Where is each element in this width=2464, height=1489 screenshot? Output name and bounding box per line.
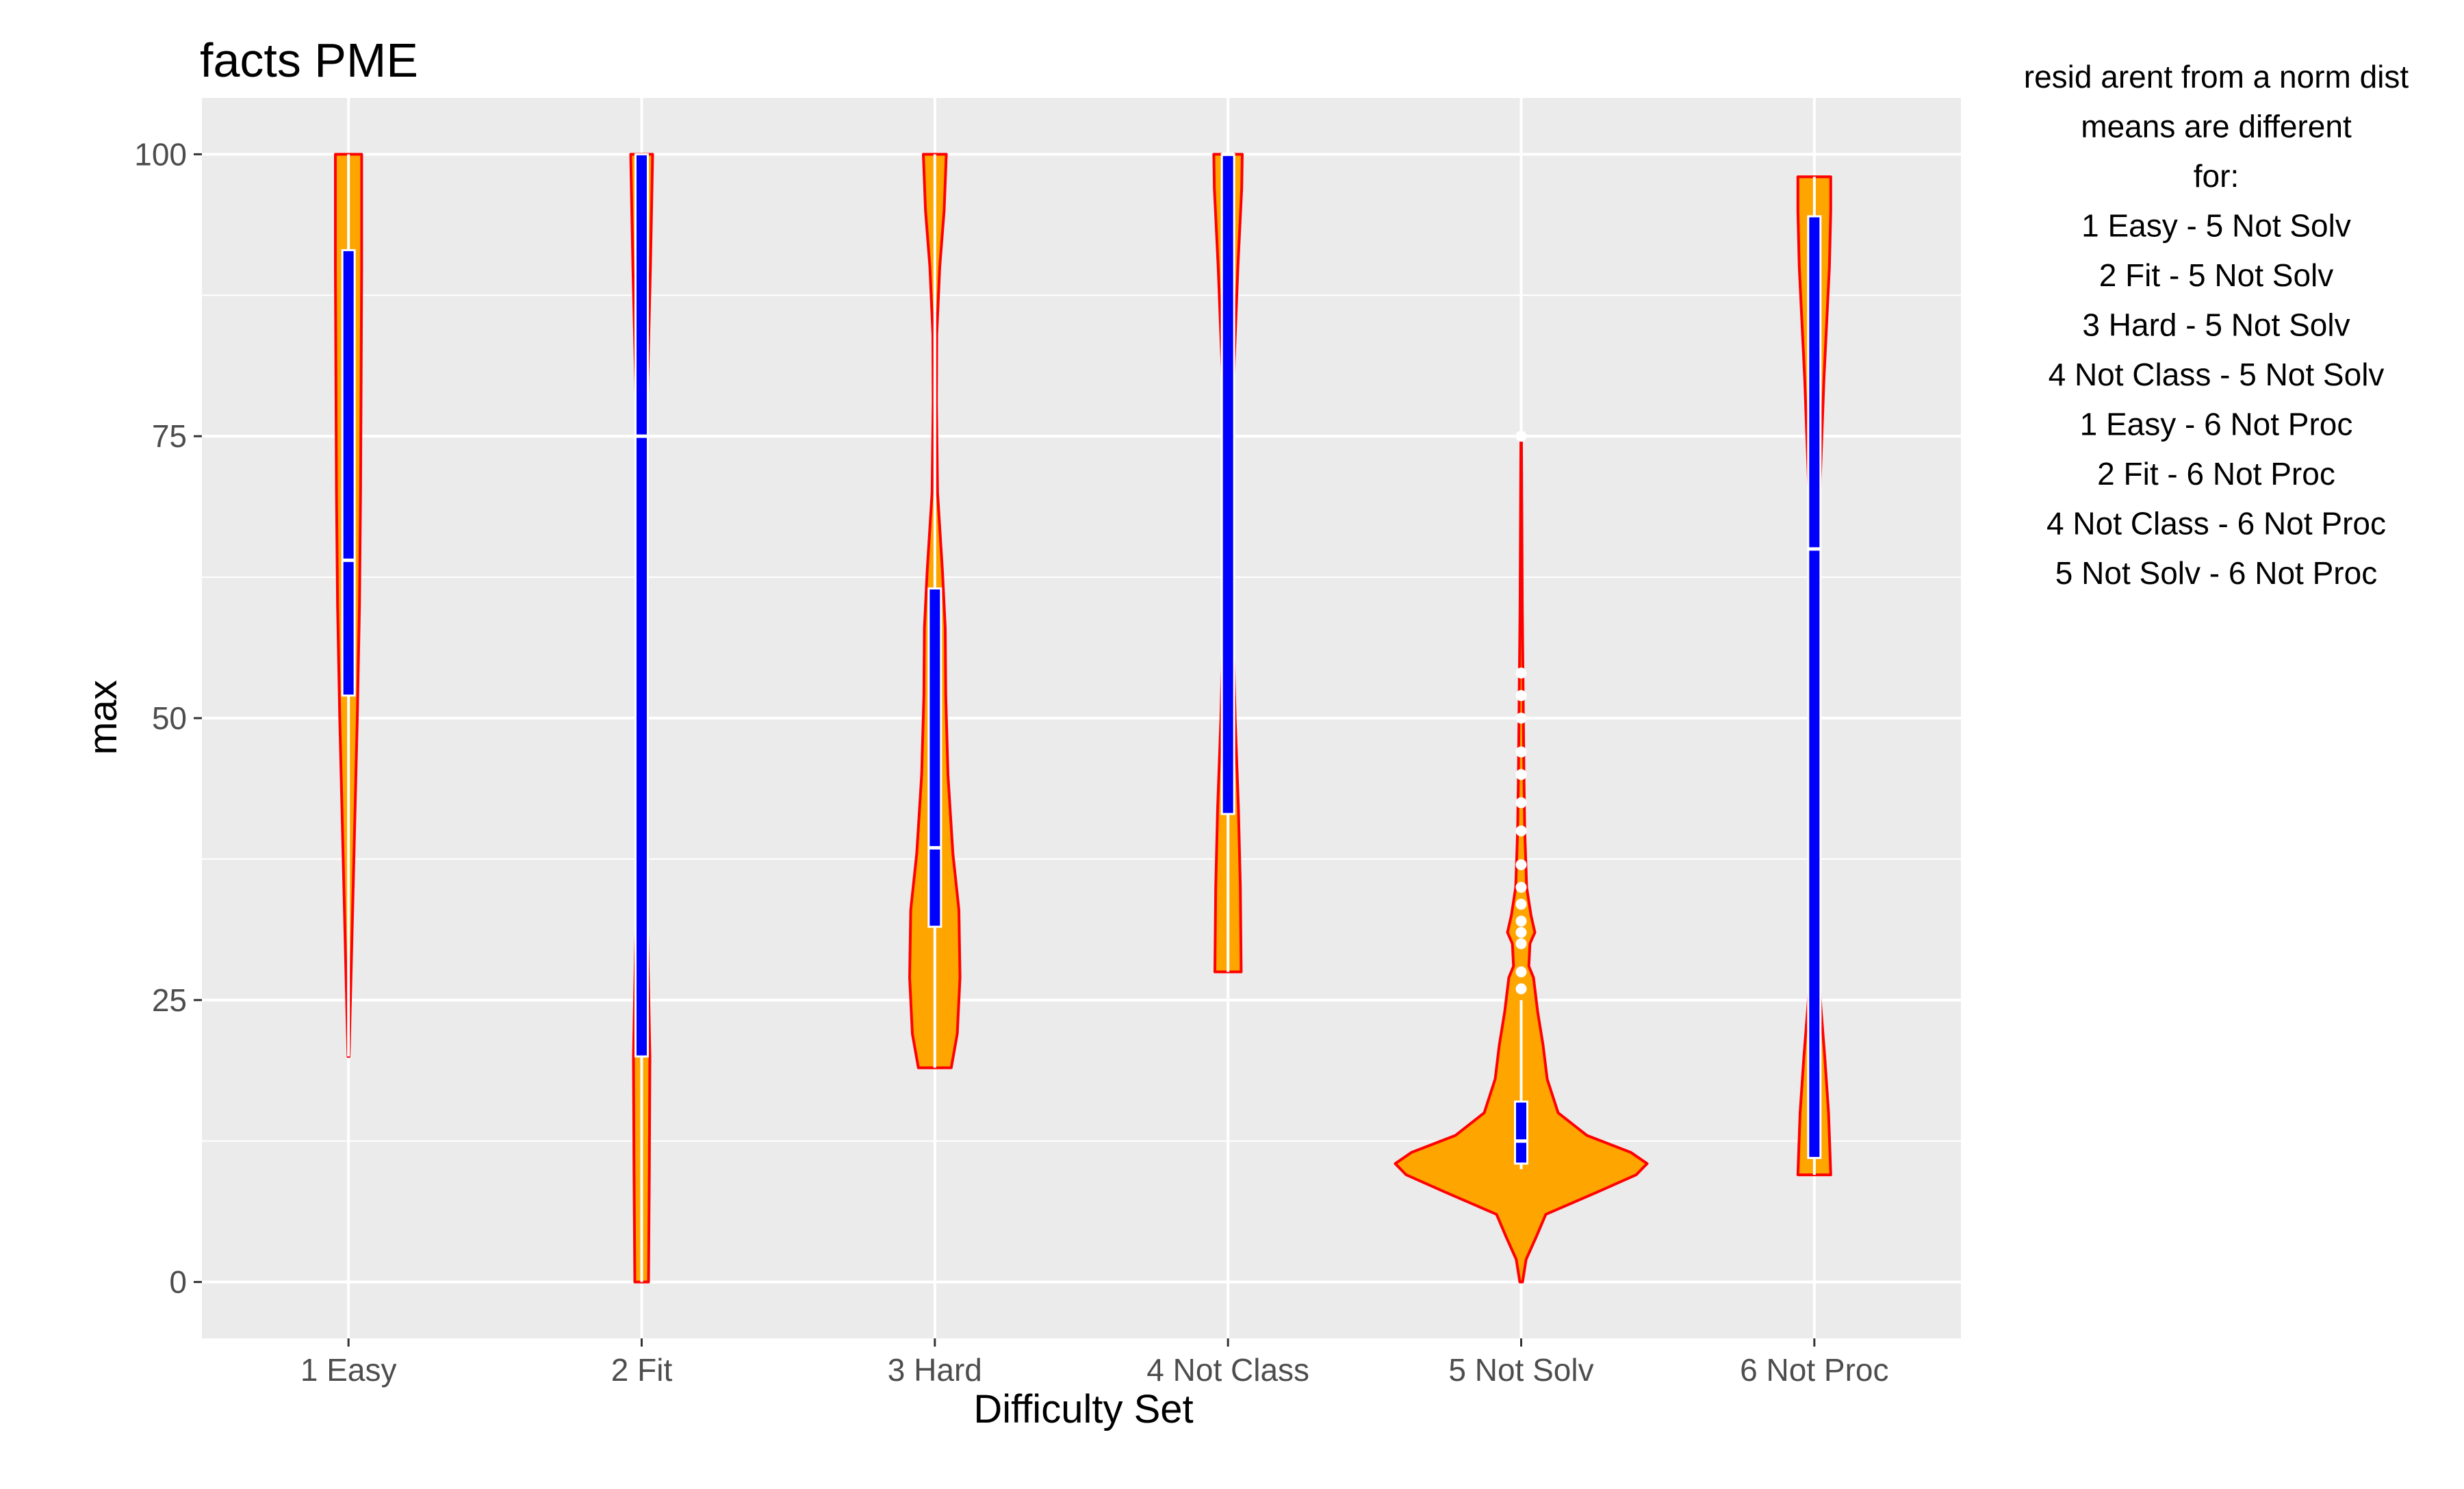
outlier-point [1515, 966, 1527, 978]
outlier-point [1515, 915, 1527, 927]
box-iqr [1807, 215, 1822, 1159]
violin-6 [1796, 175, 1832, 1177]
x-tick-label: 3 Hard [888, 1352, 982, 1388]
y-tick-label: 75 [152, 418, 187, 454]
significance-note-line: 5 Not Solv - 6 Not Proc [2055, 555, 2377, 591]
y-tick-label: 50 [152, 700, 187, 736]
y-tick-label: 25 [152, 982, 187, 1018]
significance-note-line: means are different [2081, 109, 2352, 144]
significance-note: resid arent from a norm dist means are di… [2024, 59, 2409, 591]
significance-note-line: 2 Fit - 6 Not Proc [2097, 456, 2335, 492]
x-axis: 1 Easy 2 Fit 3 Hard 4 Not Class 5 Not Solv 6 … [300, 1338, 1888, 1388]
y-axis-title: max [81, 680, 125, 755]
x-axis-title: Difficulty Set [973, 1387, 1193, 1431]
violins [334, 152, 1832, 1284]
chart-title: facts PME [200, 34, 418, 87]
outlier-point [1515, 667, 1527, 679]
significance-note-line: 4 Not Class - 5 Not Solv [2049, 357, 2385, 392]
outlier-point [1515, 690, 1527, 702]
y-axis: 0 25 50 75 100 [134, 136, 202, 1300]
outlier-point [1515, 983, 1527, 995]
x-tick-label: 1 Easy [300, 1352, 397, 1388]
box-iqr [1514, 1100, 1528, 1165]
violin-3 [908, 153, 962, 1069]
violin-1 [334, 153, 363, 1058]
violin-5 [1394, 431, 1649, 1284]
significance-note-line: for: [2194, 158, 2239, 194]
y-tick-label: 0 [169, 1264, 187, 1300]
outlier-point [1515, 926, 1527, 938]
outlier-point [1515, 938, 1527, 950]
x-tick-label: 6 Not Proc [1740, 1352, 1888, 1388]
x-tick-label: 4 Not Class [1146, 1352, 1309, 1388]
x-tick-label: 5 Not Solv [1448, 1352, 1593, 1388]
x-tick-label: 2 Fit [611, 1352, 673, 1388]
outlier-point [1515, 882, 1527, 893]
outlier-point [1515, 431, 1527, 442]
outlier-point [1515, 825, 1527, 837]
outlier-point [1515, 746, 1527, 758]
outlier-point [1515, 898, 1527, 910]
y-tick-label: 100 [134, 136, 187, 172]
outlier-point [1515, 797, 1527, 809]
box-iqr [341, 249, 356, 697]
violin-2 [629, 153, 654, 1284]
violin-4 [1212, 152, 1244, 973]
outlier-point [1515, 859, 1527, 871]
significance-note-line: resid arent from a norm dist [2024, 59, 2409, 94]
outlier-point [1515, 769, 1527, 780]
significance-note-line: 3 Hard - 5 Not Solv [2082, 307, 2350, 343]
significance-note-line: 1 Easy - 5 Not Solv [2081, 208, 2351, 244]
box-iqr [927, 587, 942, 928]
significance-note-line: 1 Easy - 6 Not Proc [2080, 407, 2353, 442]
box-iqr [1220, 153, 1235, 815]
significance-note-line: 2 Fit - 5 Not Solv [2099, 257, 2334, 293]
significance-note-line: 4 Not Class - 6 Not Proc [2046, 506, 2386, 542]
box-iqr [634, 153, 649, 1058]
outlier-point [1515, 713, 1527, 724]
